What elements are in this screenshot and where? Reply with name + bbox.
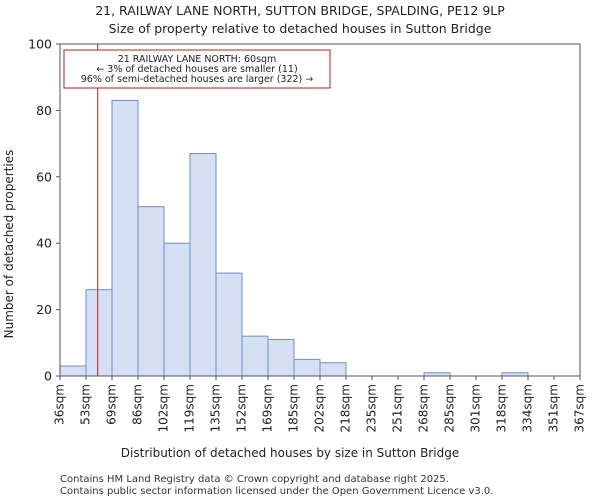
bar-169sqm [267, 338, 295, 377]
bar-152sqm [241, 335, 269, 377]
x-tick-label: 351sqm [547, 384, 561, 432]
bar-185sqm [293, 358, 321, 377]
y-axis-label: Number of detached properties [2, 150, 16, 339]
x-axis-label: Distribution of detached houses by size … [121, 446, 459, 460]
x-tick-label: 251sqm [391, 384, 405, 432]
x-tick-label: 119sqm [183, 384, 197, 432]
y-tick-label: 0 [44, 369, 52, 384]
x-tick-label: 367sqm [573, 384, 587, 432]
bar-135sqm [215, 272, 243, 377]
annotation-line-1: 21 RAILWAY LANE NORTH: 60sqm [118, 54, 277, 65]
x-tick-label: 152sqm [235, 384, 249, 432]
bar-202sqm [319, 362, 347, 377]
x-tick-label: 135sqm [209, 384, 223, 432]
x-tick-label: 86sqm [131, 384, 145, 425]
bar-119sqm [189, 153, 217, 377]
y-tick-label: 60 [36, 169, 52, 184]
chart-title-line1: 21, RAILWAY LANE NORTH, SUTTON BRIDGE, S… [95, 3, 505, 18]
x-tick-label: 301sqm [469, 384, 483, 432]
chart-title-line2: Size of property relative to detached ho… [108, 21, 492, 36]
x-tick-label: 185sqm [287, 384, 301, 432]
annotation-line-3: 96% of semi-detached houses are larger (… [81, 74, 314, 85]
x-tick-label: 318sqm [495, 384, 509, 432]
annotation-line-2: ← 3% of detached houses are smaller (11) [96, 64, 297, 75]
bar-53sqm [85, 289, 113, 377]
x-tick-label: 102sqm [157, 384, 171, 432]
y-tick-label: 20 [36, 302, 52, 317]
x-tick-label: 268sqm [417, 384, 431, 432]
bar-102sqm [163, 242, 191, 377]
footer-copyright: Contains HM Land Registry data © Crown c… [60, 474, 449, 485]
bar-36sqm [59, 365, 87, 377]
bar-86sqm [137, 206, 165, 377]
x-tick-label: 235sqm [365, 384, 379, 432]
bar-69sqm [111, 99, 139, 377]
x-tick-label: 69sqm [105, 384, 119, 425]
x-tick-label: 202sqm [313, 384, 327, 432]
x-tick-label: 53sqm [79, 384, 93, 425]
plot-frame [59, 43, 581, 377]
footer-licence: Contains public sector information licen… [60, 486, 494, 497]
x-tick-label: 169sqm [261, 384, 275, 432]
y-tick-label: 100 [28, 37, 52, 52]
x-tick-label: 285sqm [443, 384, 457, 432]
annotation-box: 21 RAILWAY LANE NORTH: 60sqm ← 3% of det… [63, 49, 331, 89]
x-tick-label: 36sqm [53, 384, 67, 425]
y-tick-label: 80 [36, 103, 52, 118]
x-tick-label: 334sqm [521, 384, 535, 432]
y-tick-label: 40 [36, 236, 52, 251]
x-tick-label: 218sqm [339, 384, 353, 432]
